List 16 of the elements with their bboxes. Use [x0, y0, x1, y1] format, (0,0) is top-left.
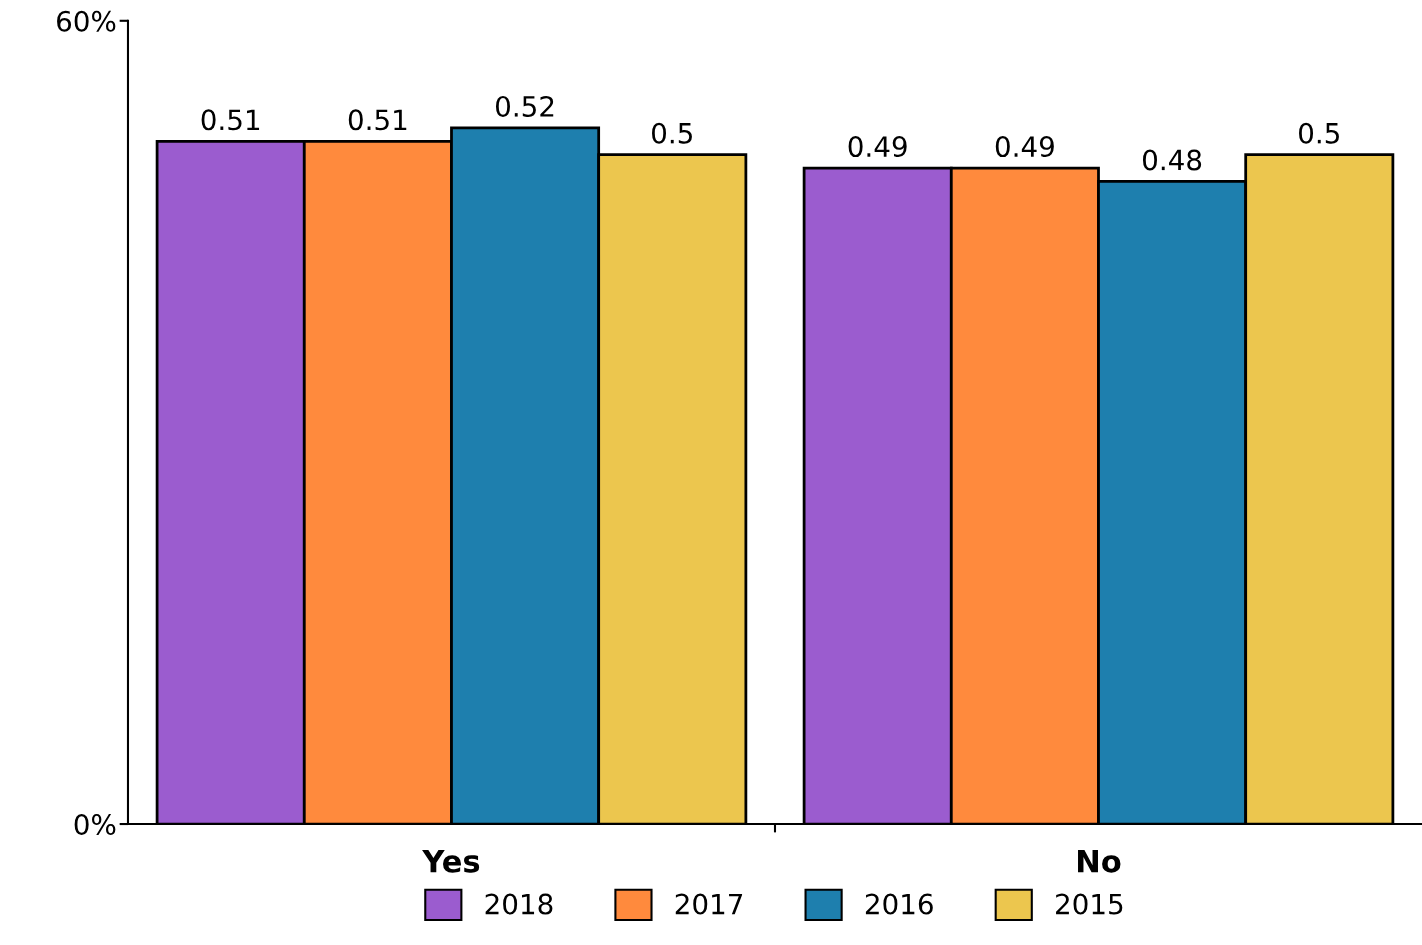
- data-label: 0.5: [1299, 122, 1339, 144]
- data-label: 0.48: [1143, 149, 1202, 171]
- legend-label: 2016: [865, 893, 933, 915]
- legend-label: 2015: [1056, 893, 1123, 915]
- data-label: 0.51: [201, 109, 260, 131]
- y-tick-label: 60%: [57, 10, 116, 32]
- x-tick-label: No: [1078, 849, 1121, 873]
- x-tick-label: Yes: [422, 849, 480, 873]
- data-label: 0.5: [652, 122, 692, 144]
- legend-label: 2017: [675, 893, 743, 915]
- data-label: 0.51: [348, 109, 407, 131]
- legend-label: 2018: [485, 893, 553, 915]
- y-tick-label: 0%: [74, 813, 116, 835]
- data-label: 0.49: [995, 136, 1054, 158]
- data-label: 0.52: [495, 95, 554, 117]
- data-label: 0.49: [848, 136, 907, 158]
